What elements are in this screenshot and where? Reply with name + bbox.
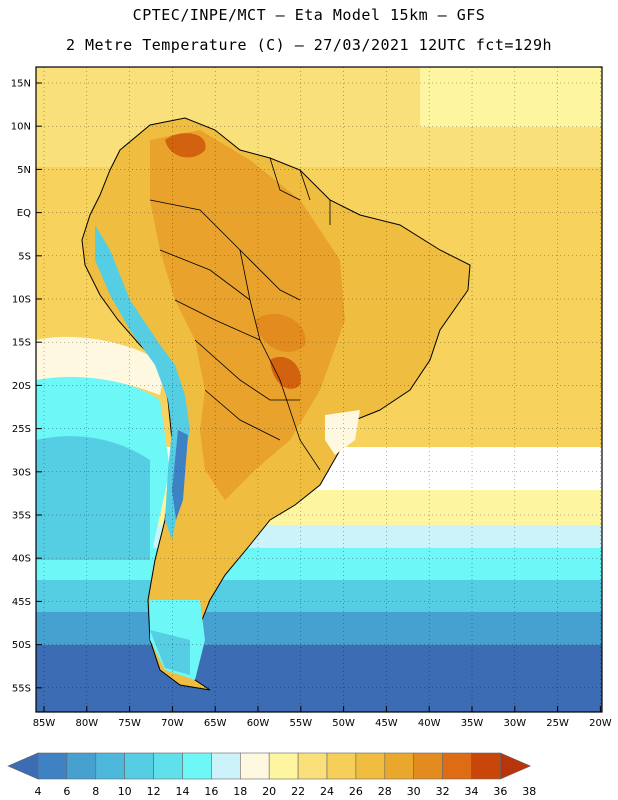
lon-label: 65W bbox=[204, 718, 227, 729]
lon-label: 20W bbox=[589, 718, 612, 729]
colorbar bbox=[7, 752, 532, 780]
andes-cold-strip bbox=[95, 225, 190, 540]
lat-label: 55S bbox=[12, 683, 31, 694]
ocean-caribbean bbox=[420, 67, 602, 127]
longitude-labels: 85W 80W 75W 70W 65W 60W 55W 50W 45W 40W 35W 30W 25W 2… bbox=[33, 706, 612, 729]
colorbar-label: 28 bbox=[378, 785, 392, 798]
lon-label: 45W bbox=[375, 718, 398, 729]
colorbar-swatch bbox=[355, 752, 386, 780]
andes-coldest-core bbox=[172, 430, 188, 520]
lat-label: 5N bbox=[17, 165, 31, 176]
colorbar-arrow-high bbox=[500, 752, 532, 780]
colorbar-swatch bbox=[153, 752, 183, 780]
lat-label: 35S bbox=[12, 511, 31, 522]
colorbar-label: 34 bbox=[465, 785, 479, 798]
lon-label: 30W bbox=[503, 718, 526, 729]
plot-frame bbox=[35, 66, 603, 713]
lat-label: EQ bbox=[17, 208, 31, 219]
colorbar-label: 26 bbox=[349, 785, 363, 798]
country-borders bbox=[149, 157, 331, 471]
lon-label: 70W bbox=[161, 718, 184, 729]
colorbar-swatch bbox=[37, 752, 68, 780]
colorbar-label: 4 bbox=[35, 785, 42, 798]
map-plot-area bbox=[36, 67, 602, 712]
colorbar-labels: 4 6 8 10 12 14 16 18 20 22 24 26 28 30 32 34 36 38 bbox=[35, 785, 537, 798]
colorbar-label: 24 bbox=[320, 785, 334, 798]
lon-label: 85W bbox=[33, 718, 56, 729]
patagonia-colder bbox=[150, 630, 190, 675]
lon-label: 40W bbox=[418, 718, 441, 729]
colorbar-swatch bbox=[268, 752, 299, 780]
colorbar-label: 12 bbox=[147, 785, 161, 798]
pacific-cooler-water bbox=[36, 436, 150, 560]
colorbar-label: 16 bbox=[204, 785, 218, 798]
lon-label: 35W bbox=[461, 718, 484, 729]
colorbar-label: 8 bbox=[92, 785, 99, 798]
land-very-hot-spot-north bbox=[165, 133, 206, 158]
colorbar-swatch bbox=[95, 752, 126, 780]
colorbar-label: 14 bbox=[176, 785, 190, 798]
lon-label: 75W bbox=[118, 718, 141, 729]
colorbar-swatch bbox=[211, 752, 241, 780]
colorbar-swatch bbox=[326, 752, 357, 780]
lon-label: 50W bbox=[332, 718, 355, 729]
colorbar-swatch bbox=[384, 752, 414, 780]
lon-label: 25W bbox=[546, 718, 569, 729]
ocean-south-blue bbox=[36, 645, 602, 712]
colorbar-swatch bbox=[442, 752, 472, 780]
colorbar-label: 30 bbox=[407, 785, 421, 798]
colorbar-label: 32 bbox=[436, 785, 450, 798]
lon-label: 80W bbox=[75, 718, 98, 729]
colorbar-label: 22 bbox=[291, 785, 305, 798]
land-hot-zone bbox=[150, 130, 345, 500]
lat-label: 25S bbox=[12, 424, 31, 435]
colorbar-label: 18 bbox=[233, 785, 247, 798]
pacific-pale-band bbox=[36, 336, 165, 395]
lat-label: 30S bbox=[12, 467, 31, 478]
lat-label: 15N bbox=[11, 79, 31, 90]
colorbar-swatch bbox=[471, 752, 501, 780]
lat-label: 10N bbox=[11, 122, 31, 133]
colorbar-label: 6 bbox=[63, 785, 70, 798]
lat-label: 50S bbox=[12, 640, 31, 651]
lat-label: 10S bbox=[12, 295, 31, 306]
lat-label: 40S bbox=[12, 554, 31, 565]
southeast-coast-cool bbox=[325, 410, 360, 455]
colorbar-label: 20 bbox=[262, 785, 276, 798]
lon-label: 55W bbox=[289, 718, 312, 729]
colorbar-label: 38 bbox=[522, 785, 536, 798]
lat-label: 15S bbox=[12, 338, 31, 349]
colorbar-swatch bbox=[297, 752, 328, 780]
colorbar-label: 36 bbox=[493, 785, 507, 798]
colorbar-label: 10 bbox=[118, 785, 132, 798]
colorbar-swatch bbox=[182, 752, 212, 780]
colorbar-arrow-low bbox=[7, 752, 39, 780]
lat-label: 45S bbox=[12, 597, 31, 608]
land-very-hot-spot-center bbox=[270, 356, 301, 389]
colorbar-swatch bbox=[66, 752, 97, 780]
map-title-line-1: CPTEC/INPE/MCT – Eta Model 15km – GFS bbox=[132, 6, 486, 24]
lon-label: 60W bbox=[247, 718, 270, 729]
lat-label: 20S bbox=[12, 381, 31, 392]
latitude-labels: 15N 10N 5N EQ 5S 10S 15S 20S 25S 30S 35S 40S 45S 50S 5… bbox=[11, 79, 42, 694]
colorbar-swatch bbox=[124, 752, 154, 780]
colorbar-swatch bbox=[413, 752, 443, 780]
lat-label: 5S bbox=[18, 251, 31, 262]
map-title-line-2: 2 Metre Temperature (C) – 27/03/2021 12U… bbox=[65, 36, 553, 54]
colorbar-swatch bbox=[240, 752, 270, 780]
